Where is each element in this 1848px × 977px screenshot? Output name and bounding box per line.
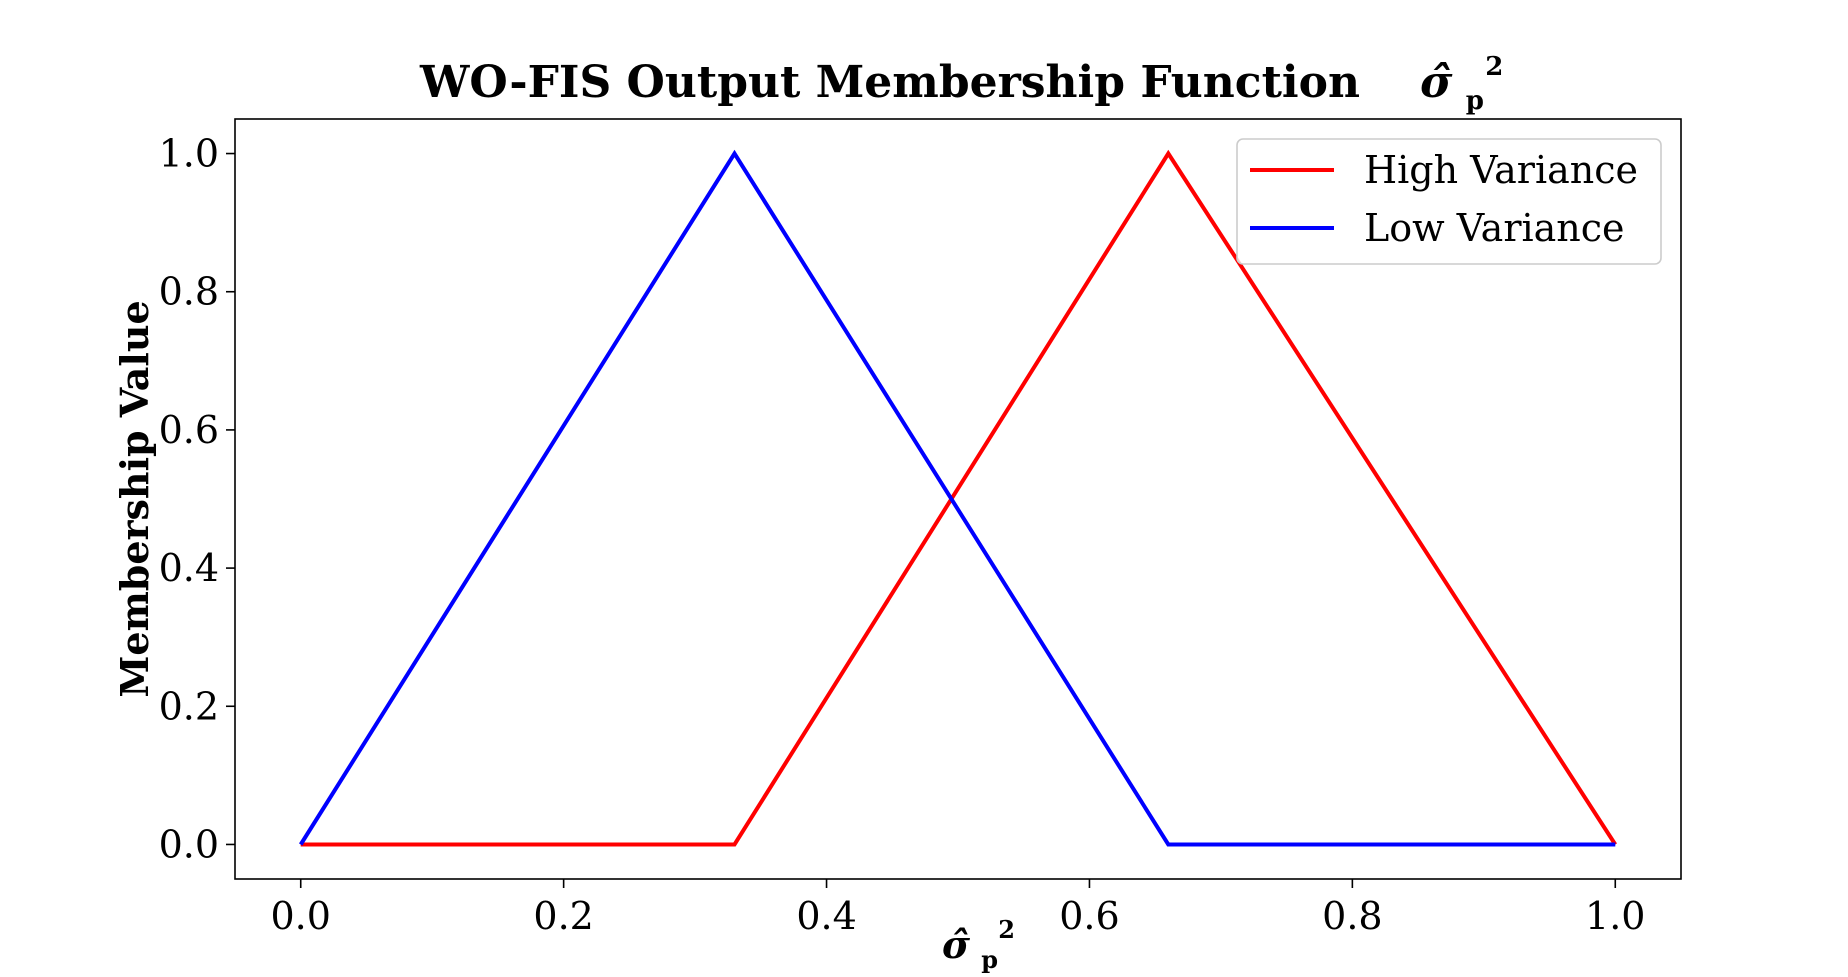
plot-area (234, 118, 1682, 880)
legend: High Variance Low Variance (1236, 138, 1662, 265)
x-tick-label: 0.0 (271, 894, 331, 938)
y-axis-label: Membership Value (112, 300, 157, 697)
x-axis-label: σ̂ p 2 (942, 915, 1015, 977)
title-symbol-base: σ̂ (1420, 57, 1453, 108)
legend-box (1236, 138, 1662, 265)
title-symbol-sub: p (1466, 86, 1484, 116)
y-tick-label: 1.0 (159, 132, 219, 176)
chart-title-symbol: σ̂ p 2 (1420, 52, 1503, 120)
y-tick-label: 0.0 (159, 822, 219, 866)
x-symbol-sup: 2 (998, 915, 1015, 944)
x-tick-label: 0.6 (1059, 894, 1119, 938)
x-ticks: 0.0 0.2 0.4 0.6 0.8 1.0 (271, 879, 1645, 938)
y-ticks: 0.0 0.2 0.4 0.6 0.8 1.0 (159, 132, 235, 866)
x-tick-label: 0.8 (1322, 894, 1382, 938)
x-tick-label: 0.2 (533, 894, 593, 938)
y-tick-label: 0.4 (159, 546, 219, 590)
y-tick-label: 0.2 (159, 684, 219, 728)
x-tick-label: 1.0 (1585, 894, 1645, 938)
x-symbol-base: σ̂ (942, 922, 971, 967)
chart-title-text: WO-FIS Output Membership Function (419, 57, 1360, 108)
series-line-low-variance (299, 149, 1616, 847)
legend-label-high-variance: High Variance (1364, 148, 1638, 192)
title-symbol-sup: 2 (1485, 52, 1503, 82)
x-symbol-sub: p (981, 945, 998, 974)
chart-title: WO-FIS Output Membership Function (419, 57, 1360, 108)
x-tick-label: 0.4 (796, 894, 856, 938)
y-tick-label: 0.6 (159, 408, 219, 452)
legend-label-low-variance: Low Variance (1364, 206, 1625, 250)
y-tick-label: 0.8 (159, 270, 219, 314)
series-lines (299, 149, 1617, 847)
